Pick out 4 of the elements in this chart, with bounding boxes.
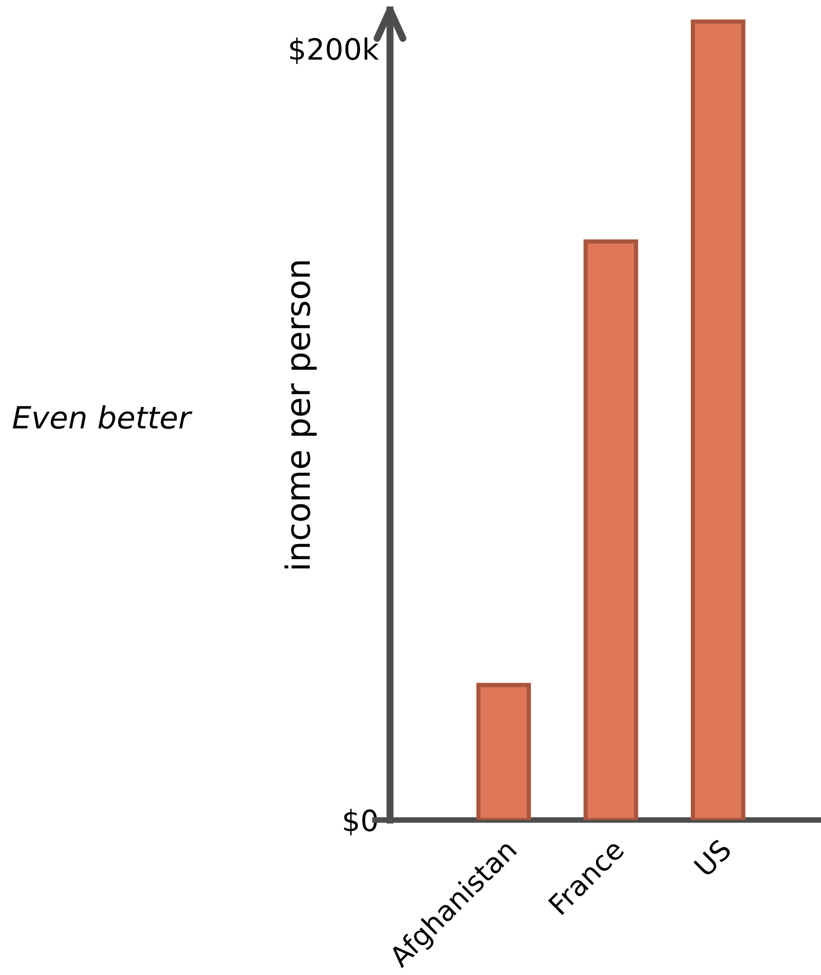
y-tick-label: $200k (290, 37, 379, 64)
x-tick-label: US (693, 838, 732, 878)
text: Even better (12, 405, 192, 429)
y-axis-title: income per person (284, 261, 317, 568)
